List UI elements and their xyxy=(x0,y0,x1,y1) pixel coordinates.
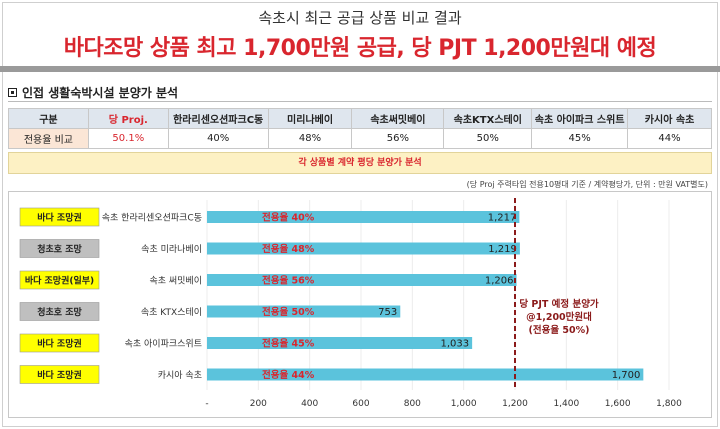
category-label: 속초 KTX스테이 xyxy=(141,307,202,318)
reference-line-label: @1,200만원대 xyxy=(526,311,592,323)
bar xyxy=(207,305,401,318)
bar-inline-label: 전용율 45% xyxy=(262,338,315,350)
table-cell: 56% xyxy=(351,128,445,149)
section-title: 인접 생활숙박시설 분양가 분석 xyxy=(22,86,179,100)
x-tick-label: 600 xyxy=(352,399,369,409)
table-header-cell: 속초써밋베이 xyxy=(351,108,445,129)
category-label: 속초 미라나베이 xyxy=(141,244,202,255)
x-tick-label: 1,400 xyxy=(553,399,579,409)
bar xyxy=(207,274,517,286)
bar-inline-label: 전용율 40% xyxy=(262,212,315,224)
unit-note: (당 Proj 주력타입 전용10평대 기준 / 계약평당가, 단위 : 만원 … xyxy=(466,180,708,189)
bar-inline-label: 전용율 56% xyxy=(262,275,315,287)
bar xyxy=(207,242,520,255)
table-cell: 44% xyxy=(627,128,712,149)
section-divider xyxy=(8,101,712,102)
bar-value-label: 1,217 xyxy=(488,213,517,224)
page-subtitle: 속초시 최근 공급 상품 비교 결과 xyxy=(258,9,462,27)
table-cell: 50.1% xyxy=(87,128,169,149)
table-row-label: 전용율 비교 xyxy=(8,128,89,149)
x-tick-label: 1,000 xyxy=(451,399,477,409)
table-cell: 40% xyxy=(167,128,269,149)
x-tick-label: 1,200 xyxy=(502,399,528,409)
zone-badge-label: 청초호 조망 xyxy=(37,243,82,255)
chart-box xyxy=(8,191,712,418)
section-heading: 인접 생활숙박시설 분양가 분석 xyxy=(8,84,178,101)
zone-badge xyxy=(19,239,100,258)
bar-value-label: 1,033 xyxy=(440,339,469,350)
bar xyxy=(207,337,473,349)
table-cell: 45% xyxy=(531,128,629,149)
table-cell: 50% xyxy=(443,128,533,149)
reference-line-label: 당 PJT 예정 분양가 xyxy=(519,298,599,310)
zone-badge-label: 바다 조망권 xyxy=(37,212,82,224)
bar-inline-label: 전용율 48% xyxy=(262,243,315,255)
x-tick-label: 1,800 xyxy=(656,399,682,409)
bar xyxy=(207,368,644,381)
table-row: 전용율 비교 50.1% 40% 48% 56% 50% 45% 44% xyxy=(8,128,712,149)
zone-badge-label: 바다 조망권(일부) xyxy=(25,275,94,287)
table-header-cell: 한라리센오션파크C동 xyxy=(167,108,269,129)
bar-value-label: 753 xyxy=(378,307,397,318)
table-cell: 48% xyxy=(267,128,353,149)
category-label: 속초 아이파크스위트 xyxy=(125,339,202,350)
square-bullet-icon xyxy=(8,88,17,97)
bar-value-label: 1,219 xyxy=(488,244,517,255)
header-divider xyxy=(0,66,720,72)
zone-badge-label: 청초호 조망 xyxy=(37,306,82,318)
table-header-cell: 속초 아이파크 스위트 xyxy=(531,108,629,129)
bar-value-label: 1,206 xyxy=(485,276,514,287)
reference-line-label: (전용율 50%) xyxy=(529,324,590,336)
category-label: 카시아 속초 xyxy=(158,370,202,381)
zone-badge xyxy=(19,207,100,227)
x-tick-label: 400 xyxy=(301,399,318,409)
x-tick-label: 800 xyxy=(404,399,421,409)
zone-badge xyxy=(19,270,100,290)
comparison-table: 구분 당 Proj. 한라리센오션파크C동 미리나베이 속초써밋베이 속초KTX… xyxy=(8,108,712,149)
zone-badge xyxy=(19,365,100,384)
category-label: 속초 한라리센오션파크C동 xyxy=(102,213,202,224)
x-tick-label: - xyxy=(205,399,208,409)
category-label: 속초 써밋베이 xyxy=(149,276,202,287)
zone-badge xyxy=(19,302,100,321)
bar-inline-label: 전용율 50% xyxy=(262,306,315,318)
x-tick-label: 200 xyxy=(250,399,267,409)
x-tick-label: 1,600 xyxy=(605,399,631,409)
zone-badge xyxy=(19,333,100,353)
page-title: 바다조망 상품 최고 1,700만원 공급, 당 PJT 1,200만원대 예정 xyxy=(63,36,657,61)
bar-value-label: 1,700 xyxy=(612,370,641,381)
bar xyxy=(207,211,520,223)
bar-inline-label: 전용율 44% xyxy=(262,369,315,381)
table-header-cell: 속초KTX스테이 xyxy=(443,108,533,129)
table-header-cell: 미리나베이 xyxy=(267,108,353,129)
analysis-band: 각 상품별 계약 평당 분양가 분석 xyxy=(8,152,712,174)
zone-badge-label: 바다 조망권 xyxy=(37,369,82,381)
zone-badge-label: 바다 조망권 xyxy=(37,338,82,350)
